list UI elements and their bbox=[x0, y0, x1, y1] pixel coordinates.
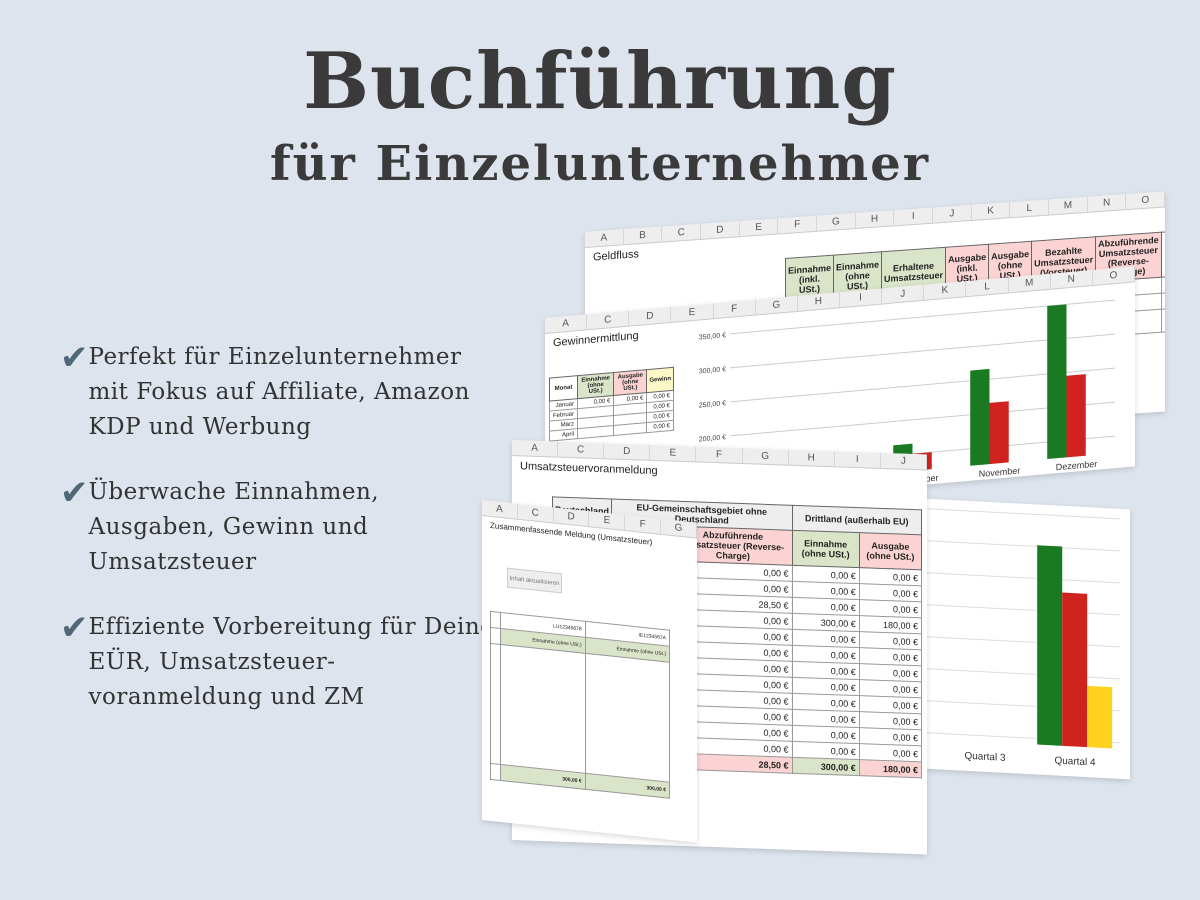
column-letter[interactable]: B bbox=[623, 226, 663, 245]
column-letter[interactable]: I bbox=[834, 451, 881, 468]
column-letter[interactable]: A bbox=[512, 440, 559, 457]
column-letter[interactable]: H bbox=[855, 210, 895, 229]
column-letter[interactable]: N bbox=[1087, 194, 1127, 212]
bar bbox=[970, 368, 990, 466]
column-letter[interactable]: C bbox=[662, 223, 702, 242]
column-header: Monat bbox=[549, 375, 578, 402]
total-cell: 300,00 € bbox=[792, 757, 860, 776]
column-letter[interactable]: F bbox=[778, 215, 818, 234]
bar bbox=[989, 401, 1009, 465]
bar bbox=[1047, 304, 1067, 460]
column-header: Einnahme (ohne USt.) bbox=[792, 530, 860, 568]
column-letter[interactable]: H bbox=[788, 449, 835, 467]
y-tick-label: 300,00 € bbox=[699, 366, 726, 375]
y-tick-label: 250,00 € bbox=[699, 400, 726, 409]
column-letter[interactable]: L bbox=[1010, 199, 1050, 218]
bar bbox=[1062, 592, 1088, 748]
update-content-button[interactable]: Inhalt aktualisieren bbox=[507, 567, 562, 594]
column-header: Gewinn bbox=[646, 367, 674, 393]
cell[interactable]: April bbox=[549, 428, 578, 442]
quarter-chart: Quartal 3 Quartal 4 bbox=[780, 500, 1120, 769]
bar bbox=[1087, 685, 1113, 749]
page-title: Buchführung bbox=[303, 36, 897, 127]
column-letter[interactable]: J bbox=[933, 204, 972, 223]
column-letter[interactable]: G bbox=[817, 213, 856, 231]
bar bbox=[1086, 454, 1105, 456]
column-header: Einnahme (ohne USt.) bbox=[577, 372, 614, 399]
checkmark-icon: ✔ bbox=[60, 338, 89, 378]
column-header: Ausgabe (ohne USt.) bbox=[859, 532, 922, 570]
column-letter[interactable]: E bbox=[739, 218, 779, 237]
column-letter[interactable]: A bbox=[585, 229, 624, 247]
column-letter[interactable]: J bbox=[880, 452, 927, 470]
checkmark-icon: ✔ bbox=[60, 608, 89, 648]
x-tick-label: Dezember bbox=[1056, 459, 1097, 473]
bar bbox=[932, 467, 951, 469]
y-tick-label: 350,00 € bbox=[699, 332, 726, 341]
feature-item: ✔ Effiziente Vorbereitung für Deine EÜR, … bbox=[60, 610, 500, 715]
page-subtitle: für Einzelunternehmer bbox=[269, 136, 931, 192]
column-letter[interactable]: O bbox=[1126, 191, 1165, 210]
column-letter[interactable]: E bbox=[650, 444, 697, 462]
total-cell: 180,00 € bbox=[859, 759, 922, 778]
feature-text: Effiziente Vorbereitung für Deine EÜR, U… bbox=[88, 614, 495, 710]
bar bbox=[1066, 374, 1086, 458]
checkmark-icon: ✔ bbox=[60, 473, 89, 513]
y-tick-label: 200,00 € bbox=[699, 434, 726, 443]
feature-list: ✔ Perfekt für Einzelunternehmer mit Fokus… bbox=[60, 340, 500, 745]
column-header: Ausgabe (ohne USt.) bbox=[613, 369, 647, 396]
feature-item: ✔ Perfekt für Einzelunternehmer mit Fokus… bbox=[60, 340, 500, 445]
x-tick-label: Quartal 4 bbox=[1054, 755, 1096, 768]
x-tick-label: November bbox=[979, 465, 1020, 479]
column-header: Gebiet bbox=[1161, 227, 1165, 278]
column-letter[interactable]: C bbox=[558, 441, 605, 459]
x-tick-label: Quartal 3 bbox=[964, 751, 1006, 764]
feature-text: Perfekt für Einzelunternehmer mit Fokus … bbox=[88, 344, 470, 440]
cell[interactable]: EU-Gemeinschaft bbox=[1161, 304, 1165, 333]
column-letter[interactable]: M bbox=[1049, 196, 1088, 215]
column-letter[interactable]: D bbox=[604, 443, 651, 460]
cell[interactable] bbox=[613, 422, 647, 436]
column-letter[interactable]: I bbox=[894, 207, 934, 226]
sheet-quarter-chart: Quartal 3 Quartal 4 bbox=[760, 490, 1130, 780]
column-letter[interactable]: F bbox=[696, 446, 743, 464]
cell[interactable]: 0,00 € bbox=[646, 420, 674, 433]
cell[interactable] bbox=[577, 425, 614, 439]
column-letter[interactable]: G bbox=[742, 448, 789, 465]
bar bbox=[1037, 545, 1063, 746]
feature-text: Überwache Einnahmen, Ausgaben, Gewinn un… bbox=[88, 479, 380, 575]
bar bbox=[1009, 461, 1028, 463]
column-letter[interactable]: K bbox=[971, 202, 1011, 220]
zm-table: LU12345678 IE1234567A Einnahme (ohne USt.… bbox=[490, 611, 670, 799]
gewinn-table: Monat Einnahme (ohne USt.) Ausgabe (ohne U… bbox=[549, 367, 674, 442]
column-letter[interactable]: D bbox=[701, 221, 740, 239]
feature-item: ✔ Überwache Einnahmen, Ausgaben, Gewinn u… bbox=[60, 475, 500, 580]
